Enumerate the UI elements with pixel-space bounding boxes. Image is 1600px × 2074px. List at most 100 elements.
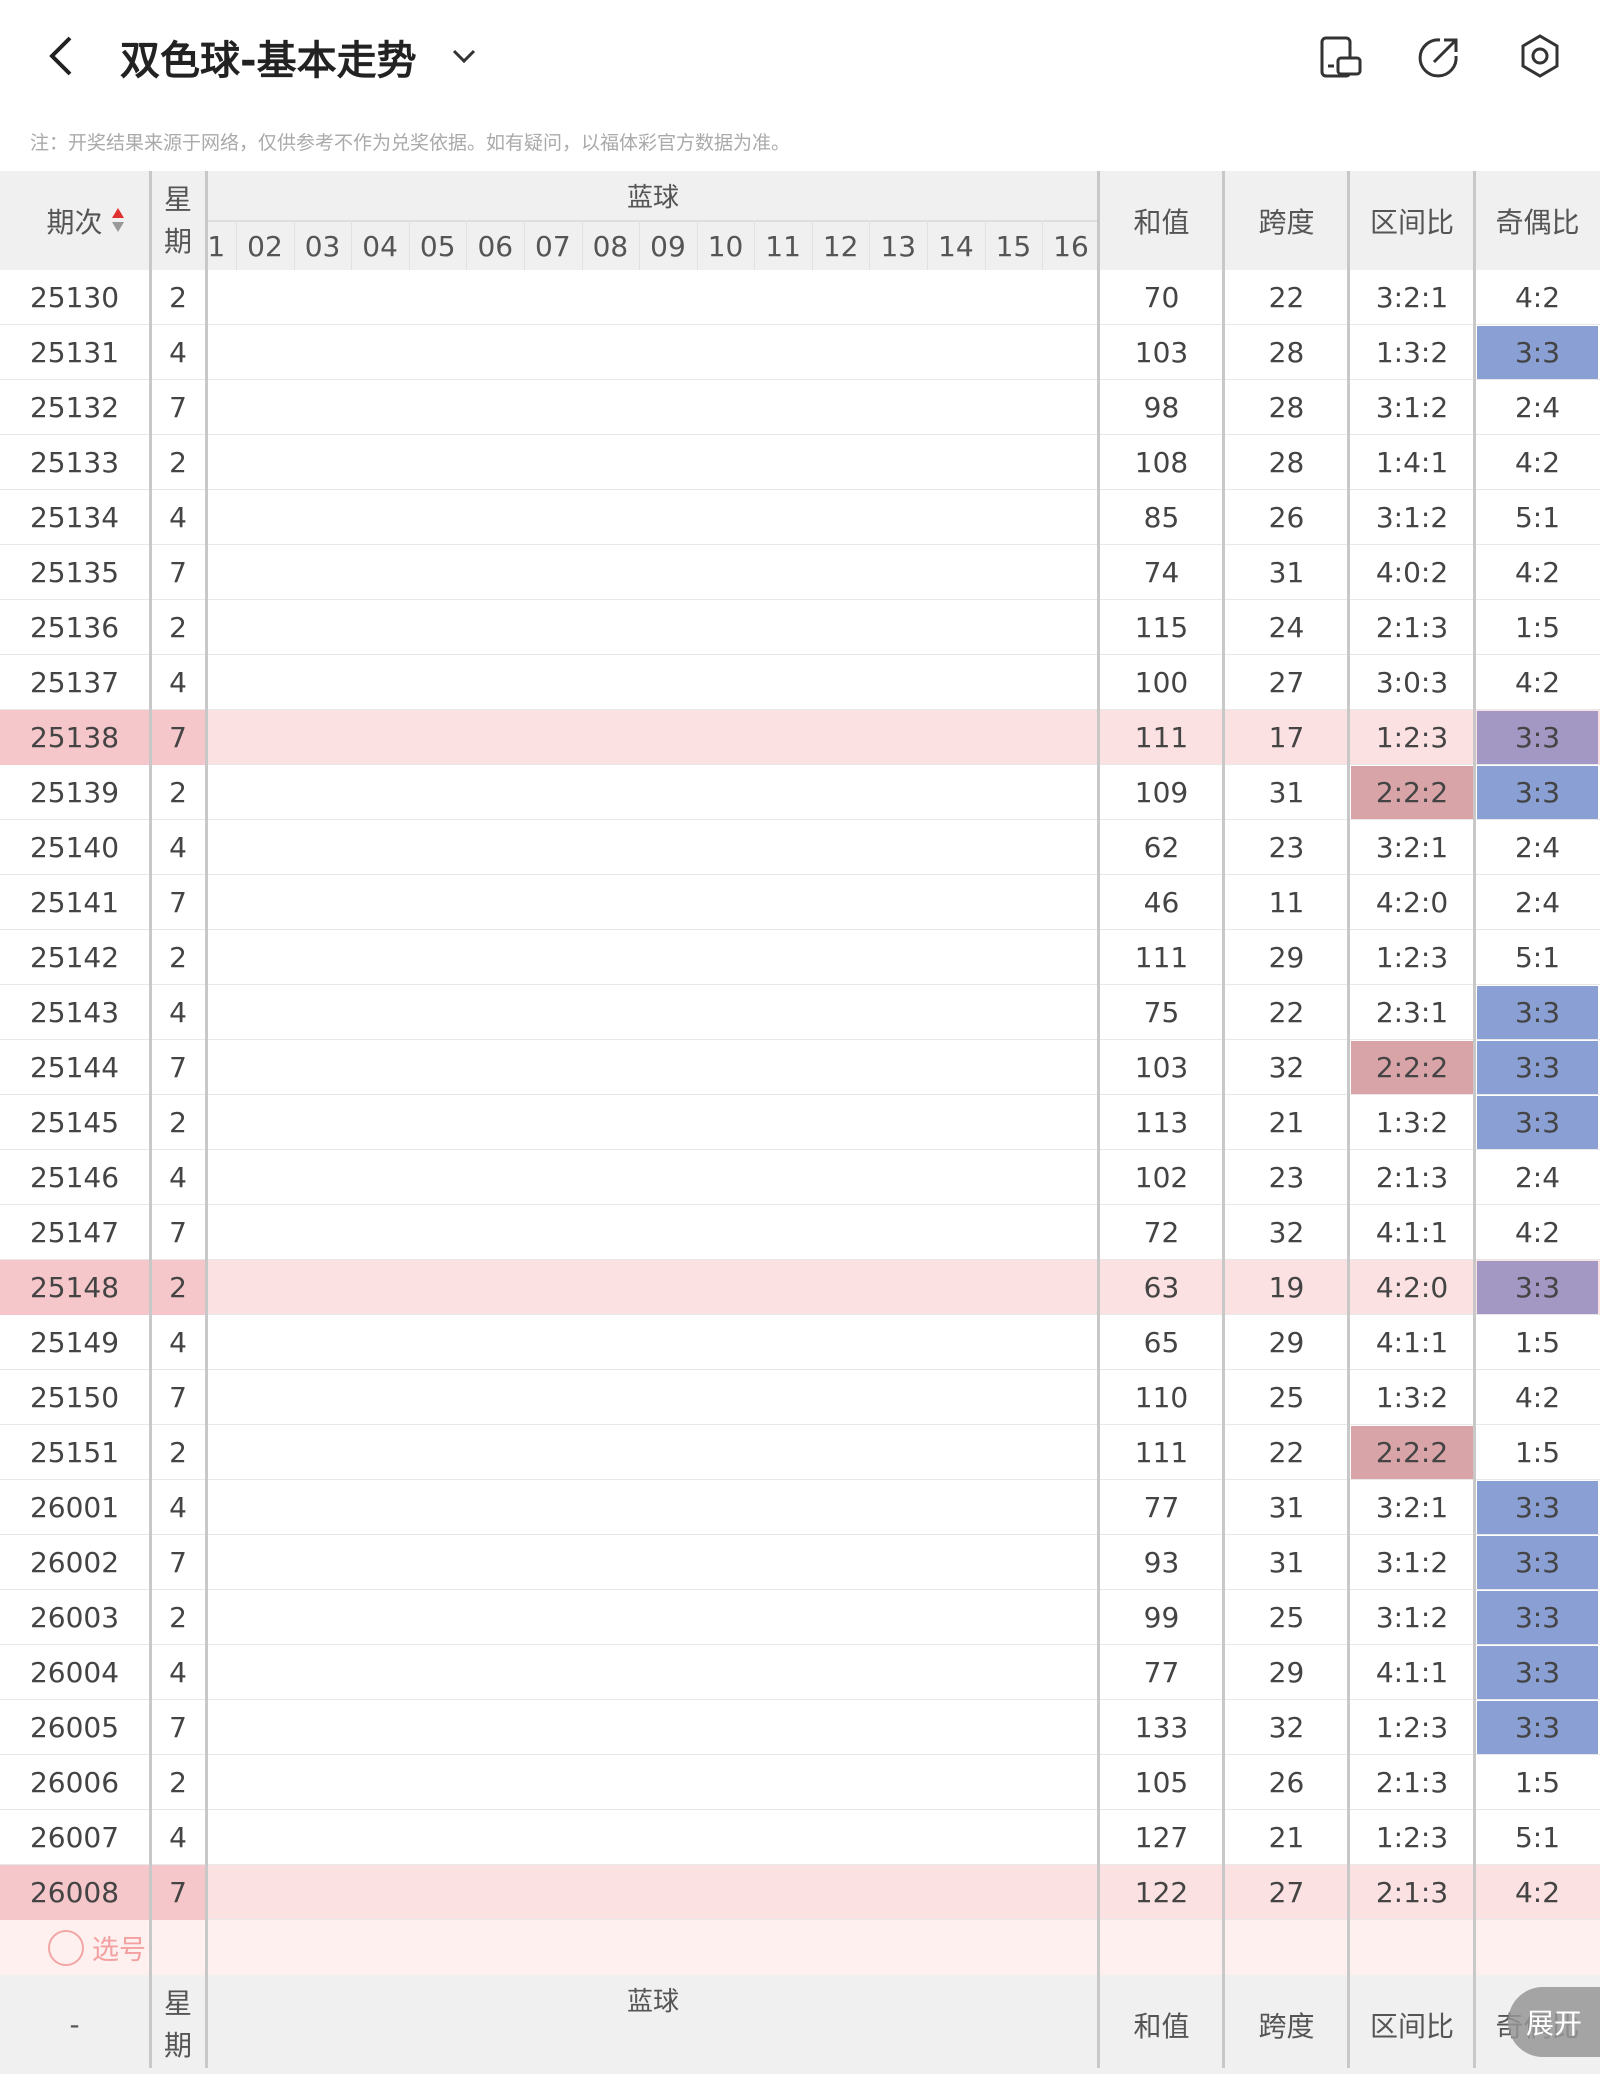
column-separator bbox=[1222, 171, 1225, 2068]
sum-header: 和值 bbox=[1133, 205, 1190, 239]
zone-cell: 2:1:3 bbox=[1375, 1876, 1449, 1909]
period-header: 期次 bbox=[46, 205, 103, 239]
period-cell: 25148 bbox=[0, 1260, 149, 1315]
span-cell: 23 bbox=[1268, 831, 1305, 864]
zone-cell: 2:2:2 bbox=[1351, 1426, 1473, 1479]
sum-cell: 72 bbox=[1143, 1216, 1180, 1249]
sum-cell: 62 bbox=[1143, 831, 1180, 864]
span-cell: 26 bbox=[1268, 1766, 1305, 1799]
span-header: 跨度 bbox=[1258, 205, 1315, 239]
back-button[interactable] bbox=[40, 34, 80, 78]
number-header: 09 bbox=[639, 220, 697, 270]
number-header: 14 bbox=[927, 220, 985, 270]
period-cell: 25133 bbox=[29, 446, 120, 479]
odd_even-cell: 3:3 bbox=[1477, 326, 1598, 379]
zone-cell: 1:2:3 bbox=[1375, 721, 1449, 754]
odd_even-cell: 4:2 bbox=[1514, 556, 1561, 589]
weekday-cell: 2 bbox=[169, 446, 187, 479]
period-cell: 26001 bbox=[29, 1491, 120, 1524]
sum-header: 和值 bbox=[1133, 2009, 1190, 2043]
share-icon[interactable] bbox=[1416, 34, 1462, 80]
weekday-cell: 7 bbox=[169, 1051, 187, 1084]
row-bg bbox=[0, 1150, 1600, 1205]
row-bg bbox=[0, 325, 1600, 380]
odd_even-cell: 1:5 bbox=[1514, 611, 1561, 644]
number-header: 07 bbox=[524, 220, 582, 270]
weekday-cell: 4 bbox=[169, 1491, 187, 1524]
period-cell: 26003 bbox=[29, 1601, 120, 1634]
row-bg bbox=[0, 820, 1600, 875]
zone-cell: 4:0:2 bbox=[1375, 556, 1449, 589]
span-cell: 31 bbox=[1268, 1546, 1305, 1579]
odd_even-header: 奇偶比 bbox=[1495, 205, 1580, 239]
number-header: 06 bbox=[466, 220, 525, 270]
sum-cell: 103 bbox=[1134, 336, 1189, 369]
weekday-cell: 4 bbox=[169, 336, 187, 369]
odd_even-cell: 5:1 bbox=[1514, 501, 1561, 534]
span-cell: 32 bbox=[1268, 1711, 1305, 1744]
zone-cell: 1:2:3 bbox=[1375, 1821, 1449, 1854]
number-header: 16 bbox=[1042, 220, 1099, 270]
span-cell: 31 bbox=[1268, 1491, 1305, 1524]
settings-icon[interactable] bbox=[1516, 32, 1564, 80]
weekday-cell: 7 bbox=[169, 886, 187, 919]
expand-button[interactable]: 展开 bbox=[1508, 1987, 1600, 2057]
row-bg bbox=[0, 1535, 1600, 1590]
zone-cell: 1:2:3 bbox=[1375, 941, 1449, 974]
span-cell: 32 bbox=[1268, 1216, 1305, 1249]
odd_even-cell: 4:2 bbox=[1514, 446, 1561, 479]
span-cell: 26 bbox=[1268, 501, 1305, 534]
dropdown-icon[interactable] bbox=[452, 48, 476, 64]
sum-cell: 102 bbox=[1134, 1161, 1189, 1194]
row-bg bbox=[0, 1755, 1600, 1810]
period-cell: 25136 bbox=[29, 611, 120, 644]
odd_even-cell: 3:3 bbox=[1477, 1041, 1598, 1094]
zone-cell: 3:2:1 bbox=[1375, 831, 1449, 864]
zone-cell: 1:2:3 bbox=[1375, 1711, 1449, 1744]
share-image-icon[interactable] bbox=[1318, 34, 1364, 80]
row-bg bbox=[0, 380, 1600, 435]
row-bg bbox=[0, 1205, 1600, 1260]
number-header: 04 bbox=[351, 220, 409, 270]
row-bg bbox=[0, 270, 1600, 325]
blue-header: 蓝球 bbox=[626, 183, 679, 213]
page-title: 双色球-基本走势 bbox=[120, 38, 417, 84]
sort-icon[interactable] bbox=[110, 206, 126, 234]
zone-cell: 2:1:3 bbox=[1375, 1161, 1449, 1194]
weekday-cell: 2 bbox=[169, 1766, 187, 1799]
zone-header: 区间比 bbox=[1369, 205, 1454, 239]
weekday-cell: 7 bbox=[149, 710, 207, 765]
sum-cell: 74 bbox=[1143, 556, 1180, 589]
zone-cell: 2:3:1 bbox=[1375, 996, 1449, 1029]
span-cell: 29 bbox=[1268, 941, 1305, 974]
period-cell: 25131 bbox=[29, 336, 120, 369]
span-cell: 21 bbox=[1268, 1821, 1305, 1854]
span-cell: 22 bbox=[1268, 1436, 1305, 1469]
header-bg bbox=[0, 1975, 1600, 2074]
row-bg bbox=[0, 1425, 1600, 1480]
odd_even-cell: 3:3 bbox=[1477, 1701, 1598, 1754]
number-header: 08 bbox=[581, 220, 640, 270]
row-bg bbox=[0, 490, 1600, 545]
row-bg bbox=[0, 875, 1600, 930]
column-separator bbox=[149, 171, 152, 2068]
period-cell: 25141 bbox=[29, 886, 120, 919]
trend-table: 期次星期蓝球和值跨度区间比奇偶比010203040506070809101112… bbox=[0, 171, 1600, 2074]
weekday-header: 星期 bbox=[163, 1986, 192, 2062]
span-cell: 23 bbox=[1268, 1161, 1305, 1194]
weekday-cell: 7 bbox=[169, 391, 187, 424]
period-cell: 25139 bbox=[29, 776, 120, 809]
sum-cell: 93 bbox=[1143, 1546, 1180, 1579]
odd_even-cell: 3:3 bbox=[1477, 1096, 1598, 1149]
period-cell: 25151 bbox=[29, 1436, 120, 1469]
zone-cell: 4:1:1 bbox=[1375, 1326, 1449, 1359]
sum-cell: 122 bbox=[1134, 1876, 1189, 1909]
pick-radio[interactable] bbox=[48, 1930, 84, 1966]
sum-cell: 70 bbox=[1143, 281, 1180, 314]
period-cell: 26006 bbox=[29, 1766, 120, 1799]
weekday-cell: 4 bbox=[169, 1161, 187, 1194]
sum-cell: 113 bbox=[1134, 1106, 1189, 1139]
span-cell: 24 bbox=[1268, 611, 1305, 644]
odd_even-cell: 5:1 bbox=[1514, 941, 1561, 974]
